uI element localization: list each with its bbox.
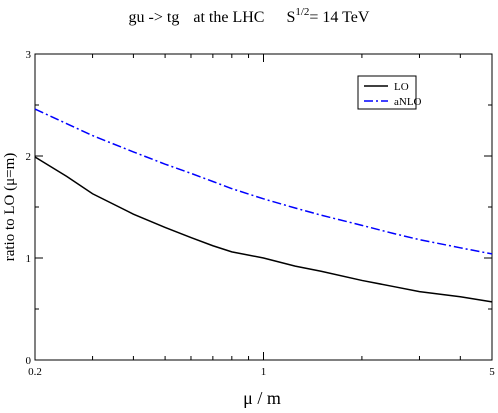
title-process: gu -> tg: [129, 9, 180, 26]
y-axis-ticks: 0 1 2 3: [26, 49, 492, 367]
title-energy-value: = 14 TeV: [309, 9, 369, 26]
y-tick-label: 3: [26, 49, 32, 61]
x-axis-label: μ / m: [243, 388, 281, 408]
title-energy-base: S: [286, 9, 295, 26]
y-tick-label: 2: [26, 151, 32, 163]
plot-frame: [34, 53, 493, 361]
legend-label-lo: LO: [394, 81, 409, 93]
series-line-anlo: [34, 108, 493, 255]
series-line-lo: [34, 156, 493, 303]
y-tick-label: 1: [26, 253, 32, 265]
x-axis-ticks: 0.2 1 5: [28, 54, 495, 378]
legend-label-anlo: aNLO: [394, 96, 422, 108]
chart-title: gu -> tg at the LHC S1/2= 14 TeV: [129, 6, 370, 26]
x-tick-label: 5: [489, 366, 495, 378]
legend-box: [357, 75, 417, 110]
title-energy-exponent: 1/2: [295, 6, 309, 18]
series-layer: [34, 108, 493, 303]
title-context: at the LHC: [193, 9, 264, 26]
legend: LO aNLO: [357, 75, 422, 110]
y-tick-label: 0: [26, 355, 32, 367]
x-tick-label: 1: [261, 366, 267, 378]
y-axis-label: ratio to LO (μ=m): [2, 153, 18, 262]
x-tick-label: 0.2: [28, 366, 42, 378]
